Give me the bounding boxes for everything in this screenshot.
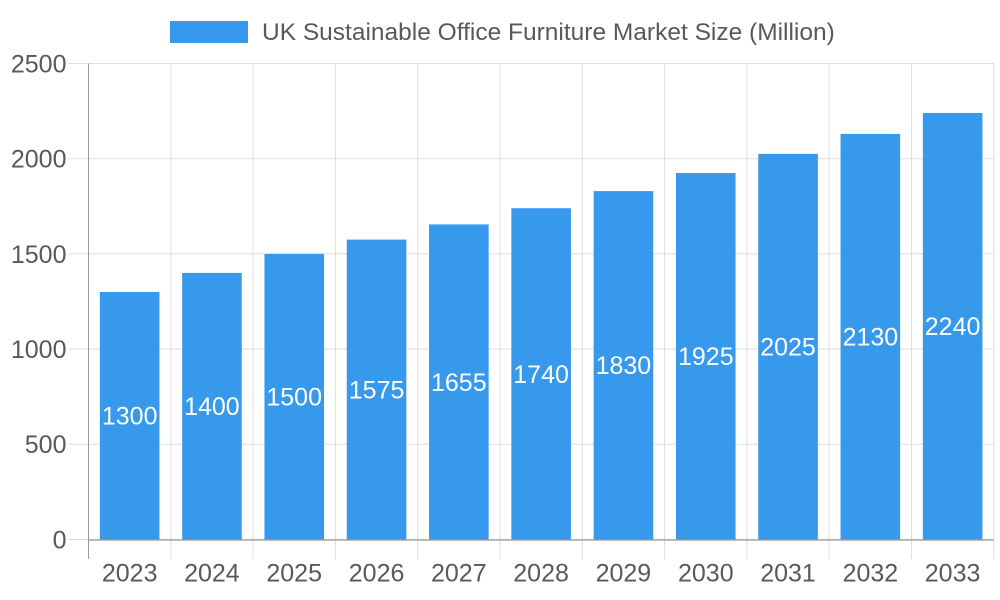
svg-text:0: 0 <box>53 526 67 554</box>
svg-text:2032: 2032 <box>843 560 899 588</box>
svg-text:2500: 2500 <box>11 50 67 78</box>
svg-text:1925: 1925 <box>678 343 734 371</box>
svg-text:1500: 1500 <box>266 384 322 412</box>
svg-text:1830: 1830 <box>596 352 652 380</box>
svg-text:2025: 2025 <box>760 334 816 362</box>
svg-text:2029: 2029 <box>596 560 652 588</box>
svg-text:2030: 2030 <box>678 560 734 588</box>
svg-text:2000: 2000 <box>11 146 67 174</box>
svg-text:2023: 2023 <box>102 560 158 588</box>
svg-text:2240: 2240 <box>925 313 981 341</box>
svg-text:2024: 2024 <box>184 560 240 588</box>
svg-text:2033: 2033 <box>925 560 981 588</box>
svg-text:2031: 2031 <box>760 560 816 588</box>
svg-text:1740: 1740 <box>513 361 569 389</box>
svg-text:500: 500 <box>25 431 67 459</box>
svg-text:2025: 2025 <box>266 560 322 588</box>
svg-text:1400: 1400 <box>184 393 240 421</box>
svg-text:1575: 1575 <box>349 377 405 405</box>
svg-text:1655: 1655 <box>431 369 487 397</box>
svg-text:1000: 1000 <box>11 336 67 364</box>
svg-text:2130: 2130 <box>843 324 899 352</box>
svg-text:2026: 2026 <box>349 560 405 588</box>
svg-text:1300: 1300 <box>102 403 158 431</box>
svg-text:2027: 2027 <box>431 560 487 588</box>
svg-text:UK Sustainable Office Furnitur: UK Sustainable Office Furniture Market S… <box>262 19 835 46</box>
svg-text:2028: 2028 <box>513 560 569 588</box>
svg-text:1500: 1500 <box>11 241 67 269</box>
